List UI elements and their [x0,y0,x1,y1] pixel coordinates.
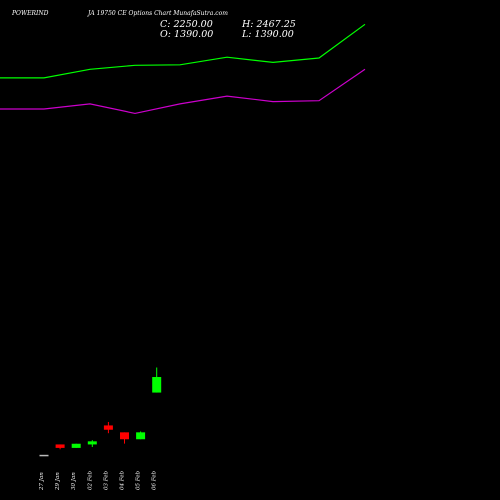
chart-title: JA 19750 CE Options Chart MunafaSutra.co… [88,10,228,17]
candle [39,454,49,457]
candle [103,421,113,434]
candle [71,443,81,448]
candle-body [55,444,65,448]
high-value: H: 2467.25 [242,19,296,30]
x-tick-label: 02 Feb [87,470,93,490]
candle-body [39,454,49,457]
candle-body [103,425,113,430]
candle-body [152,377,162,393]
open-value: O: 1390.00 [160,29,214,40]
x-tick-label: 30 Jan [71,472,77,490]
x-tick-label: 03 Feb [103,470,109,490]
chart-symbol: POWERIND [12,10,49,17]
candle-body [136,432,146,440]
low-value: L: 1390.00 [242,29,294,40]
x-tick-label: 29 Jan [55,472,61,491]
candle [55,444,65,450]
x-tick-label: 05 Feb [136,470,142,490]
candle [120,432,129,444]
candle [136,431,146,440]
candle [152,367,162,393]
x-axis-labels: 27 Jan 29 Jan 30 Jan 02 Feb 03 Feb 04 Feb 05 F… [39,470,158,491]
candle-body [87,441,97,445]
candle-body [120,432,129,440]
upper-band-line [0,23,366,79]
x-tick-label: 27 Jan [39,472,45,491]
lower-band-line [0,68,366,115]
x-tick-label: 04 Feb [120,470,126,490]
x-tick-label: 06 Feb [152,470,158,490]
candle [87,440,97,448]
candles [39,367,162,457]
indicator-lines [0,23,366,115]
candle-body [71,443,81,448]
close-value: C: 2250.00 [160,19,213,30]
